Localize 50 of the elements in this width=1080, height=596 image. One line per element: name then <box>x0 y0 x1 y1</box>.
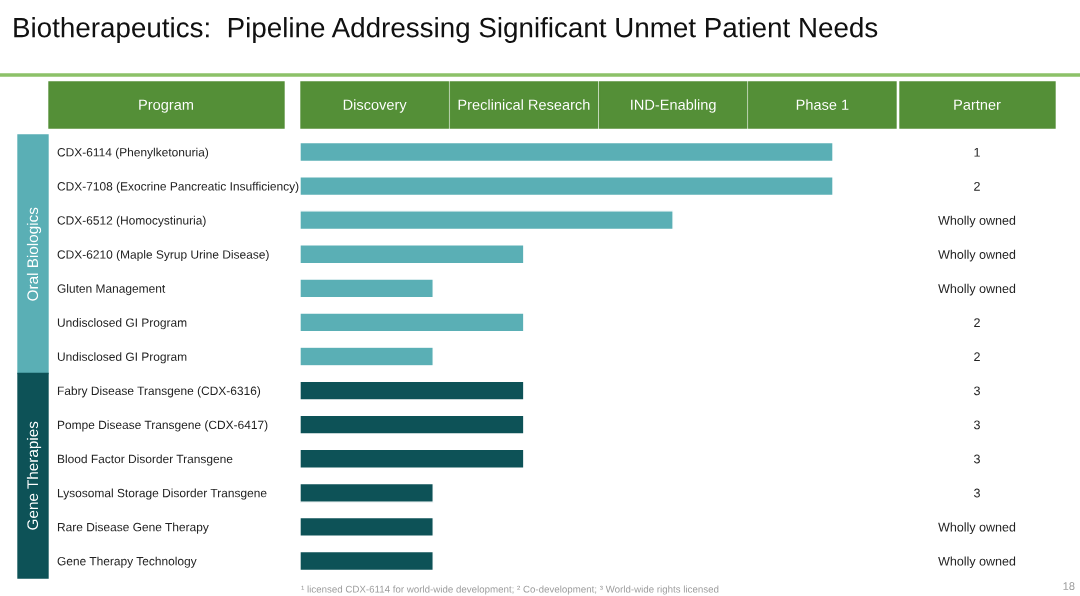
bar <box>300 141 834 163</box>
y2-tick-label: Wholly owned <box>938 556 1016 569</box>
y-tick-label: Rare Disease Gene Therapy <box>57 522 209 534</box>
bar <box>300 312 525 333</box>
y-axis-title: Program <box>139 99 193 113</box>
y2-tick-label: 2 <box>974 352 980 362</box>
y2-tick-label: Wholly owned <box>938 215 1016 228</box>
bar <box>300 550 434 572</box>
y-tick-label: Pompe Disease Transgene (CDX-6417) <box>57 420 268 432</box>
text: Phase 1 <box>796 99 849 110</box>
y-tick-label: Gene Therapy Technology <box>57 556 197 568</box>
y-tick-label: Gluten Management <box>57 284 166 296</box>
bar <box>300 346 434 367</box>
y2-tick-label: 3 <box>974 420 980 430</box>
bar <box>300 482 434 503</box>
y2-tick-label: 3 <box>974 386 980 396</box>
text: ¹ licensed CDX-6114 for world-wide development; ² Co-development; ³ World-wide rights licensed <box>301 585 719 595</box>
text: Oral Biologics <box>26 207 42 301</box>
y2-tick-label: Wholly owned <box>938 283 1016 296</box>
text: 18 <box>1063 582 1075 590</box>
y2-tick-label: 3 <box>974 454 980 464</box>
y2-tick-label: Wholly owned <box>938 249 1016 262</box>
text: Discovery <box>343 99 407 113</box>
text: Gene Therapies <box>26 421 42 530</box>
y-tick-label: Blood Factor Disorder Transgene <box>57 454 233 466</box>
y-tick-label: Lysosomal Storage Disorder Transgene <box>57 488 267 500</box>
bar <box>300 448 525 469</box>
y-tick-label: CDX-6210 (Maple Syrup Urine Disease) <box>57 249 269 262</box>
y2-tick-label: 3 <box>974 488 980 498</box>
y2-tick-label: 2 <box>974 181 980 191</box>
bar <box>300 210 674 231</box>
bar <box>300 380 525 401</box>
y-tick-label: Undisclosed GI Program <box>57 352 187 364</box>
bar <box>300 278 434 299</box>
text: Preclinical Research <box>458 99 590 110</box>
chart-title: Biotherapeutics: Pipeline Addressing Significant Unmet Patient Needs <box>14 17 878 43</box>
y2-tick-label: 2 <box>974 318 980 327</box>
y-tick-label: Undisclosed GI Program <box>57 318 187 330</box>
y-tick-label: CDX-6114 (Phenylketonuria) <box>57 147 209 159</box>
text: Partner <box>954 99 1001 110</box>
bar <box>300 414 525 435</box>
bar <box>300 516 434 537</box>
bar <box>300 244 525 265</box>
y-tick-label: CDX-7108 (Exocrine Pancreatic Insufficiency) <box>57 181 299 193</box>
y2-tick-label: Wholly owned <box>938 522 1016 535</box>
text: IND-Enabling <box>631 99 716 113</box>
bar <box>300 176 834 197</box>
y-tick-label: Fabry Disease Transgene (CDX-6316) <box>57 386 261 398</box>
y-tick-label: CDX-6512 (Homocystinuria) <box>57 215 206 227</box>
y2-tick-label: 1 <box>974 147 980 157</box>
